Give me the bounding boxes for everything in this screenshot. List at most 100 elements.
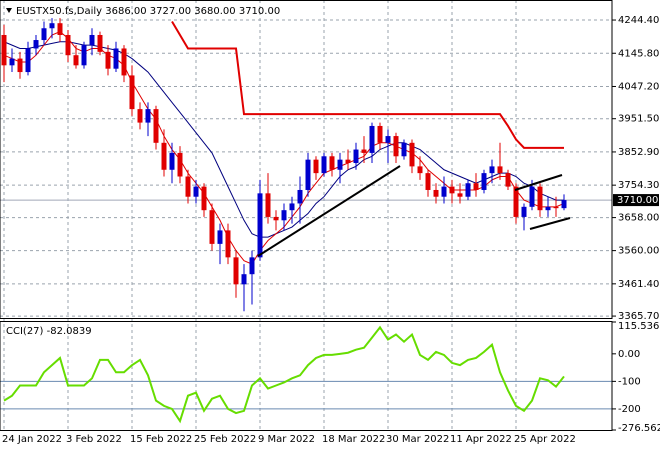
x-tick-label: 25 Feb 2022 <box>194 434 256 445</box>
x-tick-label: 9 Mar 2022 <box>258 434 315 445</box>
candle-body <box>433 189 439 197</box>
candle-body <box>153 109 159 143</box>
candle-body <box>57 23 63 35</box>
candle-body <box>361 149 367 153</box>
candle-body <box>241 274 247 285</box>
candle-body <box>313 159 319 174</box>
trend-line <box>257 165 401 257</box>
candle-body <box>505 173 511 187</box>
last-price-label: 3710.00 <box>617 195 658 206</box>
candle-body <box>345 159 351 164</box>
candle-body <box>425 173 431 190</box>
candle-body <box>329 156 335 170</box>
candle-body <box>289 203 295 211</box>
candle-body <box>113 48 119 69</box>
candle-body <box>41 28 47 41</box>
candle-body <box>129 75 135 110</box>
x-tick-label: 11 Apr 2022 <box>450 434 512 445</box>
y-tick-label: 3560.00 <box>618 246 659 257</box>
candle-body <box>89 34 95 46</box>
candle-body <box>537 186 543 211</box>
candle-body <box>17 58 23 73</box>
candle-body <box>185 176 191 197</box>
candle-body <box>193 186 199 197</box>
candle-body <box>481 173 487 190</box>
y-tick-label: 0.00 <box>618 349 640 360</box>
candle-body <box>401 142 407 157</box>
last-price-box <box>613 194 659 207</box>
candle-body <box>81 45 87 66</box>
candle-body <box>305 159 311 190</box>
candle-body <box>225 230 231 258</box>
candle-body <box>489 166 495 174</box>
candle-body <box>9 58 15 66</box>
wedge-lower-line <box>529 217 571 230</box>
y-tick-label: 3951.50 <box>618 114 659 125</box>
candle-body <box>321 156 327 174</box>
candle-body <box>161 142 167 170</box>
candle-body <box>249 257 255 275</box>
candle-body <box>409 142 415 167</box>
candle-body <box>417 166 423 174</box>
candle-body <box>441 186 447 197</box>
price-panel-frame <box>0 0 613 319</box>
y-tick-label: -276.5625 <box>618 423 660 434</box>
dropdown-icon[interactable] <box>6 8 12 13</box>
candle-body <box>529 186 535 207</box>
x-tick-label: 25 Apr 2022 <box>514 434 576 445</box>
y-tick-label: -200 <box>618 404 641 415</box>
candle-body <box>521 206 527 217</box>
candle-body <box>33 40 39 49</box>
x-tick-label: 30 Mar 2022 <box>386 434 449 445</box>
candle-body <box>137 109 143 123</box>
candle-body <box>297 189 303 204</box>
candle-body <box>233 257 239 285</box>
candle-body <box>145 109 151 123</box>
wedge-upper-line <box>514 174 563 191</box>
x-tick-label: 3 Feb 2022 <box>66 434 122 445</box>
candle-body <box>217 230 223 244</box>
candle-body <box>121 48 127 76</box>
candle-body <box>65 34 71 56</box>
y-tick-label: 3461.40 <box>618 279 659 290</box>
candle-body <box>561 200 567 209</box>
candle-body <box>449 186 455 194</box>
candle-body <box>337 159 343 170</box>
candle-body <box>377 125 383 143</box>
candle-body <box>209 210 215 244</box>
candle-body <box>369 125 375 153</box>
y-tick-label: 4047.20 <box>618 81 659 92</box>
y-tick-label: 115.536 <box>618 321 659 332</box>
candle-body <box>281 210 287 221</box>
y-tick-label: -100 <box>618 376 641 387</box>
candle-body <box>97 34 103 52</box>
y-tick-label: 3852.90 <box>618 147 659 158</box>
cci-title: CCI(27) -82.0839 <box>6 326 92 337</box>
x-tick-label: 15 Feb 2022 <box>130 434 192 445</box>
x-tick-label: 18 Mar 2022 <box>322 434 385 445</box>
y-tick-label: 3754.30 <box>618 180 659 191</box>
x-tick-label: 24 Jan 2022 <box>2 434 62 445</box>
candle-body <box>1 34 7 66</box>
y-tick-label: 3658.00 <box>618 213 659 224</box>
y-tick-label: 3365.70 <box>618 311 659 322</box>
candle-body <box>257 193 263 258</box>
cci-panel-frame <box>0 321 613 431</box>
candle-body <box>473 183 479 190</box>
chart-title: EUSTX50.fs,Daily 3686.00 3727.00 3680.00… <box>16 6 280 17</box>
candle-body <box>265 193 271 217</box>
candle-body <box>353 149 359 164</box>
indicator-line <box>3 325 565 424</box>
candle-body <box>177 152 183 177</box>
candle-body <box>465 183 471 197</box>
candle-body <box>513 186 519 217</box>
candle-body <box>25 48 31 73</box>
candle-body <box>273 216 279 221</box>
candle-body <box>553 206 559 209</box>
candle-body <box>105 51 111 69</box>
candle-body <box>385 136 391 143</box>
indicator-line <box>171 21 564 149</box>
candle-body <box>73 55 79 66</box>
